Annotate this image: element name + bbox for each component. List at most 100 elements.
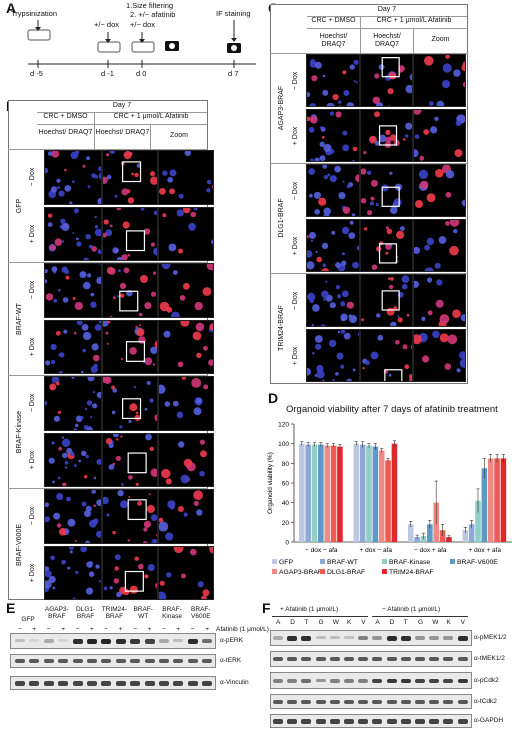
bar xyxy=(487,458,494,542)
lane-header: DLG1- BRAF xyxy=(76,606,96,620)
blot-label: α-pCdk2 xyxy=(474,676,499,684)
blot-band xyxy=(457,699,468,704)
blot-band xyxy=(344,719,354,724)
micrograph-image xyxy=(102,150,158,205)
blot-band xyxy=(443,699,454,704)
panel-label-a: A xyxy=(6,0,17,16)
blot-band xyxy=(429,657,440,662)
blot-band xyxy=(372,636,383,640)
micrograph-image xyxy=(158,150,214,205)
row-label-dox: − Dox xyxy=(292,181,299,200)
blot-band xyxy=(15,639,25,643)
blot-band xyxy=(443,719,454,724)
blot-band xyxy=(443,657,454,662)
bar xyxy=(311,444,318,542)
treatment-sign: − xyxy=(190,626,195,633)
bar xyxy=(366,445,372,542)
row-group-separator xyxy=(270,273,468,274)
treatment-sign: − xyxy=(133,626,137,633)
blot-label: α-GAPDH xyxy=(474,717,504,724)
treatment-sign: − xyxy=(75,626,80,633)
blot-label: α-Vinculin xyxy=(220,679,249,686)
row-label-dox: + Dox xyxy=(292,236,299,255)
y-tick-label: 60 xyxy=(282,481,290,488)
bar xyxy=(427,524,433,542)
blot-strip xyxy=(10,676,216,690)
blot-band xyxy=(415,657,425,662)
blot-label: α-tCdk2 xyxy=(474,697,497,705)
micrograph-image xyxy=(360,329,413,382)
arrow-down-icon xyxy=(105,39,111,43)
blot-band xyxy=(202,659,213,664)
panel-label-d: D xyxy=(268,390,279,406)
timeline-step3-l1: 1.Size filtering xyxy=(126,1,174,10)
blot-band xyxy=(443,678,454,684)
legend-label: GFP xyxy=(279,559,293,566)
blot-band xyxy=(58,639,69,643)
micrograph-image xyxy=(413,219,466,272)
bar xyxy=(378,450,385,542)
x-category-label: + dox + afa xyxy=(468,547,501,554)
blot-band xyxy=(429,719,440,724)
row-label-dox: + Dox xyxy=(29,563,36,582)
blot-band xyxy=(101,681,112,686)
blot-strip xyxy=(270,714,472,728)
row-label-dox: − Dox xyxy=(29,394,36,413)
legend-swatch xyxy=(272,559,277,564)
row-label-dox: − Dox xyxy=(292,71,299,90)
lane-label: D xyxy=(389,619,395,626)
legend-label: BRAF-V600E xyxy=(457,559,498,566)
micrograph-image xyxy=(158,432,214,487)
legend-label: TRIM24-BRAF xyxy=(389,569,434,576)
blot-band xyxy=(415,678,425,684)
timeline-step-if-staining: IF staining xyxy=(216,9,251,18)
y-tick-label: 80 xyxy=(282,461,290,468)
blot-band xyxy=(301,636,312,641)
blot-band xyxy=(15,681,25,686)
bar xyxy=(385,460,391,542)
micrograph-image xyxy=(44,150,102,205)
treatment-header-minus: − Afatinib (1 μmol/L) xyxy=(382,606,441,613)
panel-b-sub2: Hoechst/ DRAQ7 xyxy=(95,125,151,149)
blot-band xyxy=(173,639,184,643)
bar xyxy=(408,524,414,542)
treatment-sign: + xyxy=(61,626,65,633)
blot-strip xyxy=(270,672,472,689)
dish-icon xyxy=(97,41,121,53)
header-rule xyxy=(272,616,368,617)
lane-header: BRAF- V600E xyxy=(191,606,211,620)
bar xyxy=(305,444,311,542)
row-label-dox: − Dox xyxy=(292,291,299,310)
timeline-day: d -1 xyxy=(101,69,114,78)
lane-label: A xyxy=(375,619,380,626)
blot-band xyxy=(372,719,383,724)
blot-label: α-pMEK1/2 xyxy=(474,634,507,641)
blot-band xyxy=(358,657,369,662)
panel-b-day: Day 7 xyxy=(37,101,207,113)
blot-band xyxy=(301,719,312,724)
micrograph-image xyxy=(306,54,360,107)
panel-b-sub3: Zoom xyxy=(170,132,188,139)
blot-band xyxy=(415,719,425,724)
blot-band xyxy=(87,639,97,644)
bar xyxy=(494,458,500,542)
micrograph-image xyxy=(158,489,214,544)
blot-band xyxy=(115,659,126,664)
micrograph-image xyxy=(360,164,413,217)
blot-label: α-tERK xyxy=(220,657,242,664)
row-label-dox: − Dox xyxy=(29,168,36,187)
lane-label: K xyxy=(347,619,352,626)
micrograph-image xyxy=(44,489,102,544)
blot-band xyxy=(87,681,97,686)
row-group-separator xyxy=(270,163,468,164)
treatment-label: Afatinib (1 μmol/L) xyxy=(216,626,269,633)
micrograph-image xyxy=(360,54,413,107)
bar xyxy=(439,530,446,542)
micrograph-image xyxy=(102,432,158,487)
treatment-sign: + xyxy=(147,626,152,633)
row-label-dox: + Dox xyxy=(292,126,299,145)
blot-band xyxy=(386,699,397,704)
blot-strip xyxy=(270,694,472,709)
panel-c-col-afatinib: CRC + 1 μmol/L Afatinib xyxy=(361,17,467,29)
micrograph-image xyxy=(306,164,360,217)
